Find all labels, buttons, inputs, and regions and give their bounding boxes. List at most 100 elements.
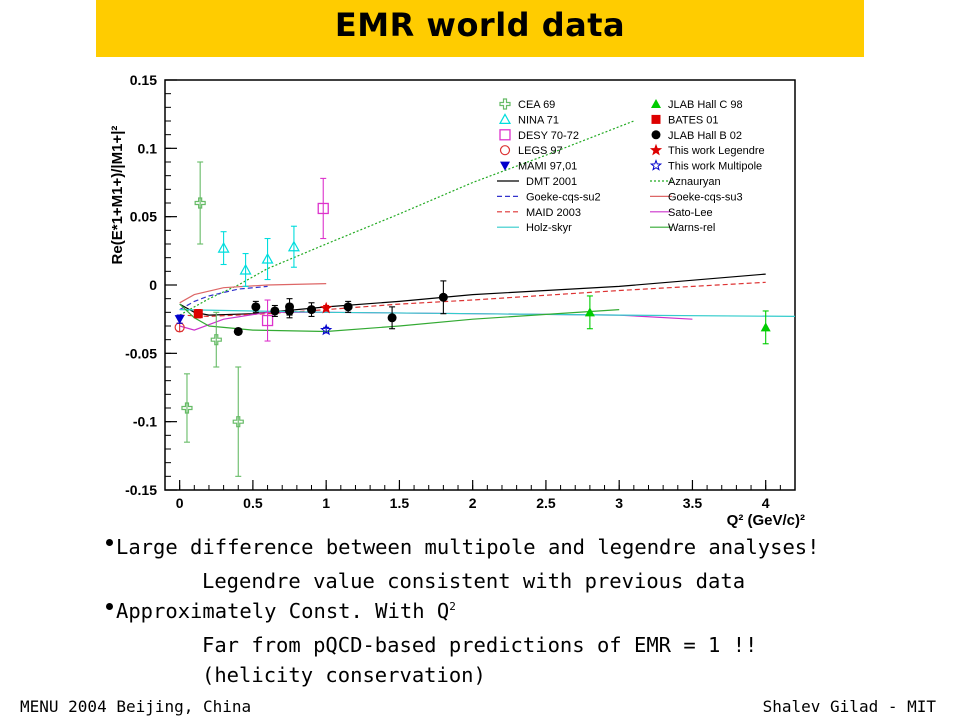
legend-item-cea-69: CEA 69 — [499, 98, 555, 111]
bullet-line: (helicity conservation) — [202, 663, 486, 687]
legend: CEA 69 NINA 71 DESY 70-72 LEGS 97 MAMI 97,01… — [497, 98, 765, 234]
series-this-work-multipole — [320, 323, 333, 336]
x-tick-label: 1.5 — [390, 495, 410, 511]
bullet-line: Legendre value consistent with previous … — [202, 569, 745, 593]
series-desy-70-72 — [261, 177, 329, 342]
data-point — [261, 252, 274, 264]
legend-marker — [500, 161, 510, 171]
series-jlab-hall-c-98 — [584, 295, 771, 345]
data-point — [285, 306, 295, 316]
data-point — [270, 306, 280, 316]
legend-label: Sato-Lee — [668, 207, 713, 219]
curve-goeke-cqs-su2 — [179, 285, 268, 311]
bullet-line: Far from pQCD-based predictions of EMR =… — [202, 633, 757, 657]
y-tick-label: 0.15 — [130, 72, 157, 88]
data-point — [181, 402, 193, 414]
legend-item-jlab-hall-b-02: JLAB Hall B 02 — [651, 130, 742, 142]
legend-item-sato-lee: Sato-Lee — [650, 207, 713, 219]
curve-warns-rel — [179, 303, 620, 333]
legend-label: NINA 71 — [518, 114, 559, 126]
legend-label: Goeke-cqs-su2 — [526, 191, 601, 203]
data-point — [320, 301, 333, 314]
legend-marker — [651, 99, 661, 108]
legend-marker — [649, 143, 663, 156]
legend-item-nina-71: NINA 71 — [498, 113, 559, 126]
data-points — [174, 161, 771, 477]
data-point — [193, 309, 203, 319]
y-tick-label: 0 — [149, 277, 157, 293]
bullet-text: Approximately Const. With Q — [116, 599, 450, 623]
data-point — [261, 314, 274, 327]
legend-item-maid-2003: MAID 2003 — [497, 207, 581, 219]
legend-item-mami-97-01: MAMI 97,01 — [500, 161, 577, 173]
title-banner: EMR world data — [96, 0, 864, 57]
legend-label: Aznauryan — [668, 176, 721, 188]
legend-label: Holz-skyr — [526, 222, 572, 234]
bullet-text: Large difference between multipole and l… — [116, 535, 820, 559]
legend-item-dmt-2001: DMT 2001 — [497, 176, 577, 188]
legend-item-holz-skyr: Holz-skyr — [497, 222, 572, 234]
legend-label: DMT 2001 — [526, 176, 577, 188]
legend-label: BATES 01 — [668, 114, 719, 126]
x-tick-label: 2.5 — [536, 495, 556, 511]
legend-marker — [651, 130, 661, 140]
data-point — [217, 241, 230, 253]
curve-holz-skyr — [179, 309, 796, 317]
legend-label: MAMI 97,01 — [518, 161, 577, 173]
y-tick-label: 0.1 — [138, 140, 158, 156]
data-point — [233, 326, 243, 336]
bullet-line: Large difference between multipole and l… — [106, 535, 820, 559]
x-tick-label: 2 — [469, 495, 477, 511]
data-point — [232, 416, 244, 428]
bullet-superscript: 2 — [449, 600, 456, 614]
series-jlab-hall-b-02 — [233, 280, 448, 336]
legend-item-legs-97: LEGS 97 — [499, 145, 563, 157]
data-point — [307, 305, 317, 315]
legend-item-warns-rel: Warns-rel — [650, 222, 715, 234]
legend-label: LEGS 97 — [518, 145, 563, 157]
legend-marker — [651, 114, 661, 124]
data-point — [387, 313, 397, 323]
bullet-dot-icon — [106, 538, 113, 546]
y-tick-label: 0.05 — [130, 209, 157, 225]
x-axis-title: Q² (GeV/c)² — [727, 512, 805, 529]
legend-marker — [499, 129, 511, 141]
data-point — [239, 263, 252, 275]
y-tick-label: -0.1 — [133, 414, 157, 430]
data-point — [287, 240, 300, 252]
legend-label: This work Multipole — [668, 161, 762, 173]
x-tick-label: 3.5 — [683, 495, 703, 511]
data-point — [584, 307, 595, 317]
legend-item-aznauryan: Aznauryan — [650, 176, 721, 188]
legend-label: DESY 70-72 — [518, 130, 579, 142]
data-point — [760, 322, 771, 332]
data-point — [343, 302, 353, 312]
legend-item-this-work-multipole: This work Multipole — [649, 159, 762, 173]
legend-label: MAID 2003 — [526, 207, 581, 219]
x-tick-label: 1 — [322, 495, 330, 511]
legend-marker — [498, 113, 512, 125]
bullet-text: (helicity conservation) — [202, 663, 486, 687]
x-tick-label: 3 — [615, 495, 623, 511]
bullet-text: Far from pQCD-based predictions of EMR =… — [202, 633, 758, 657]
legend-label: Warns-rel — [668, 222, 715, 234]
y-tick-label: -0.05 — [125, 345, 157, 361]
data-point — [438, 292, 448, 302]
theory-curves — [179, 120, 796, 333]
legend-marker — [649, 159, 663, 171]
legend-label: CEA 69 — [518, 99, 555, 111]
bullet-line: Approximately Const. With Q2 — [106, 599, 456, 623]
legend-label: This work Legendre — [668, 145, 765, 157]
bullet-dot-icon — [106, 602, 113, 610]
legend-item-bates-01: BATES 01 — [651, 114, 719, 126]
footer-right: Shalev Gilad - MIT — [762, 697, 936, 716]
legend-marker — [499, 98, 511, 110]
legend-label: JLAB Hall C 98 — [668, 99, 743, 111]
curve-goeke-cqs-su3 — [179, 283, 327, 304]
legend-item-this-work-legendre: This work Legendre — [649, 143, 765, 157]
legend-label: Goeke-cqs-su3 — [668, 191, 743, 203]
x-tick-label: 4 — [762, 495, 770, 511]
series-bates-01 — [193, 309, 203, 319]
series-mami-97-01 — [174, 314, 185, 325]
legend-item-desy-70-72: DESY 70-72 — [499, 129, 579, 142]
